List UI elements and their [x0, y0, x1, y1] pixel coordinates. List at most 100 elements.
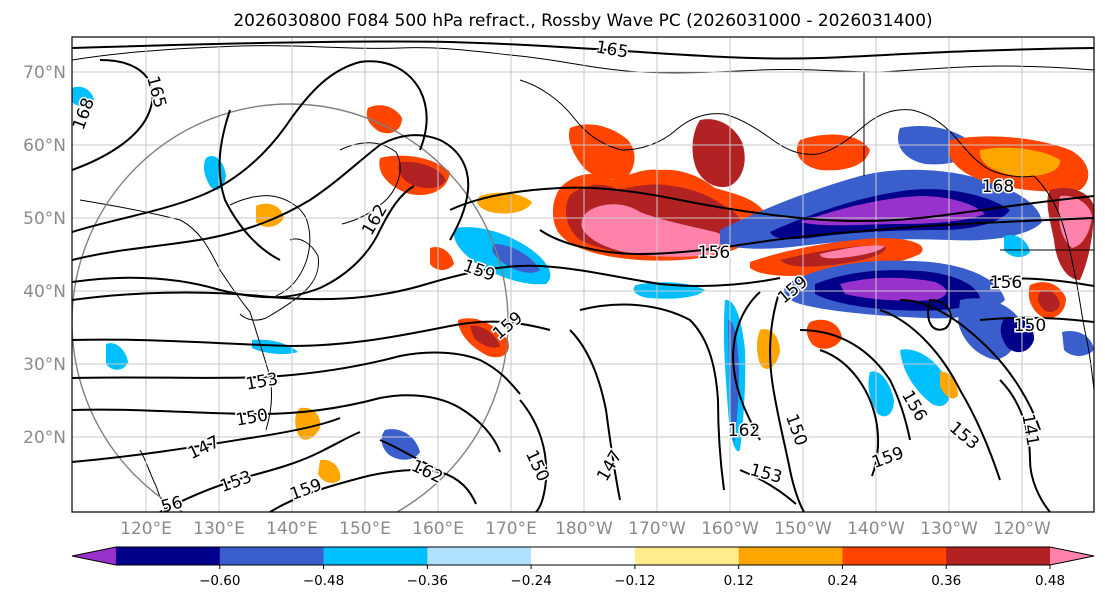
arctic-coast: [72, 45, 1094, 74]
colorbar-labels: −0.60 −0.48 −0.36 −0.24 −0.12 0.12 0.24 0.36 0.4…: [199, 565, 1065, 589]
asia-east-coast: [79, 199, 273, 431]
colorbar-label: 0.24: [827, 573, 857, 589]
anomaly-pos-california-core: [1037, 290, 1060, 312]
lon-tick: 180°W: [555, 519, 613, 539]
contour-150-mid: [519, 399, 548, 512]
anomaly-pos-upper: [568, 124, 635, 180]
colorbar-swatch: [842, 547, 947, 565]
lon-tick: 160°E: [412, 519, 464, 539]
anomaly-neg-subtrop-east: [958, 298, 1021, 360]
contour-156-north: [449, 186, 1094, 222]
contour-150-east: [769, 289, 805, 512]
colorbar-label: 0.36: [931, 573, 961, 589]
anomaly-pos-central-peak: [581, 204, 730, 257]
contour-156-west: [72, 320, 551, 348]
colorbar-extend-low: [72, 547, 116, 565]
anomaly-neg-streak-2: [868, 371, 894, 417]
anomaly-pos-subtrop-west-2: [318, 459, 341, 483]
map-panel: 1651651681681621591591561561591531501471…: [23, 36, 1095, 539]
lat-tick: 20°N: [23, 428, 66, 448]
contour-147: [72, 417, 341, 463]
contour-label: 156: [698, 243, 730, 263]
coastlines: [72, 45, 1094, 512]
colorbar-label: −0.12: [614, 573, 655, 589]
contours: [72, 40, 1094, 512]
anomaly-pos-siberia: [366, 105, 402, 134]
lon-tick: 120°W: [993, 519, 1051, 539]
colorbar-swatch: [219, 547, 325, 565]
colorbar-swatch: [946, 547, 1051, 565]
lon-tick: 130°E: [193, 519, 245, 539]
lat-axis: 70°N 60°N 50°N 40°N 30°N 20°N: [23, 63, 66, 448]
contour-153-se: [899, 299, 1041, 431]
contour-label: 150: [1014, 316, 1046, 336]
contour-156-east: [989, 277, 1094, 287]
colorbar-swatch: [738, 547, 843, 565]
contour-162-lower: [72, 134, 470, 261]
contour-141: [999, 379, 1051, 512]
lon-tick: 140°W: [847, 519, 905, 539]
contour-168-west: [72, 59, 154, 171]
contour-159-low: [269, 469, 477, 512]
contour-165: [72, 40, 1094, 60]
contour-159-mid: [72, 185, 415, 299]
colorbar: −0.60 −0.48 −0.36 −0.24 −0.12 0.12 0.24 0.36 0.4…: [71, 546, 1095, 589]
contour-153: [72, 351, 521, 395]
contour-159-east: [819, 349, 880, 477]
anomaly-pos-alaska: [796, 134, 870, 171]
contour-159-loop: [218, 109, 281, 261]
contour-156-south: [539, 217, 1094, 256]
contour-147-mid: [569, 329, 621, 501]
colorbar-swatch: [427, 547, 532, 565]
anomaly-neg-west: [106, 343, 128, 370]
contour-tongue-west: [579, 303, 725, 491]
anomaly-pos-small-3: [430, 246, 454, 270]
anomaly-neg-philippine-sea: [252, 339, 298, 355]
anomaly-pos-band-peak: [820, 245, 885, 259]
lat-tick: 30°N: [23, 355, 66, 375]
lon-tick: 170°W: [628, 519, 686, 539]
colorbar-label: 0.48: [1035, 573, 1065, 589]
figure-title: 2026030800 F084 500 hPa refract., Rossby…: [233, 11, 932, 31]
anomaly-pos-small-1: [806, 319, 842, 349]
contour-label: 168: [982, 177, 1014, 197]
latitude-lines: [72, 71, 1094, 438]
anomaly-neg-streak-1-core: [728, 319, 739, 444]
lon-tick: 170°E: [485, 519, 537, 539]
contour-153-east: [799, 329, 911, 441]
anomaly-pos-upper-east: [692, 119, 745, 188]
contour-label: 162: [728, 421, 760, 441]
anomaly-pos-nepac-edge: [979, 147, 1061, 177]
lat-tick: 50°N: [23, 209, 66, 229]
japan-coast: [239, 238, 319, 321]
contour-162-mid: [732, 291, 761, 441]
contour-150: [72, 394, 501, 453]
lon-tick: 120°E: [120, 519, 172, 539]
lon-tick: 150°W: [774, 519, 832, 539]
colorbar-label: −0.36: [407, 573, 448, 589]
lat-tick: 60°N: [23, 136, 66, 156]
contour-159-south: [72, 264, 781, 301]
philippines-coast: [139, 449, 167, 512]
north-america-west-coast: [1033, 175, 1094, 391]
colorbar-label: −0.24: [510, 573, 551, 589]
lon-tick: 160°W: [701, 519, 759, 539]
contour-162-low: [379, 439, 441, 471]
anomaly-pos-subtrop-west: [295, 407, 321, 440]
colorbar-swatch: [323, 547, 428, 565]
colorbar-swatch: [116, 547, 221, 565]
kamchatka-coast: [339, 142, 401, 225]
contour-150-far-east: [979, 316, 1094, 323]
anomaly-neg-subtrop-core: [1000, 317, 1035, 353]
colorbar-label: −0.60: [199, 573, 240, 589]
lon-axis: 120°E 130°E 140°E 150°E 160°E 170°E 180°…: [120, 519, 1051, 539]
longitude-lines: [145, 37, 1023, 512]
colorbar-extend-high: [1050, 547, 1094, 565]
anomaly-neg-far-west: [72, 86, 94, 107]
contour-150-ring: [927, 298, 952, 331]
lon-tick: 140°E: [266, 519, 318, 539]
anomaly-pos-wpac-2: [477, 192, 532, 214]
lat-tick: 40°N: [23, 282, 66, 302]
map-frame: [71, 36, 1095, 513]
